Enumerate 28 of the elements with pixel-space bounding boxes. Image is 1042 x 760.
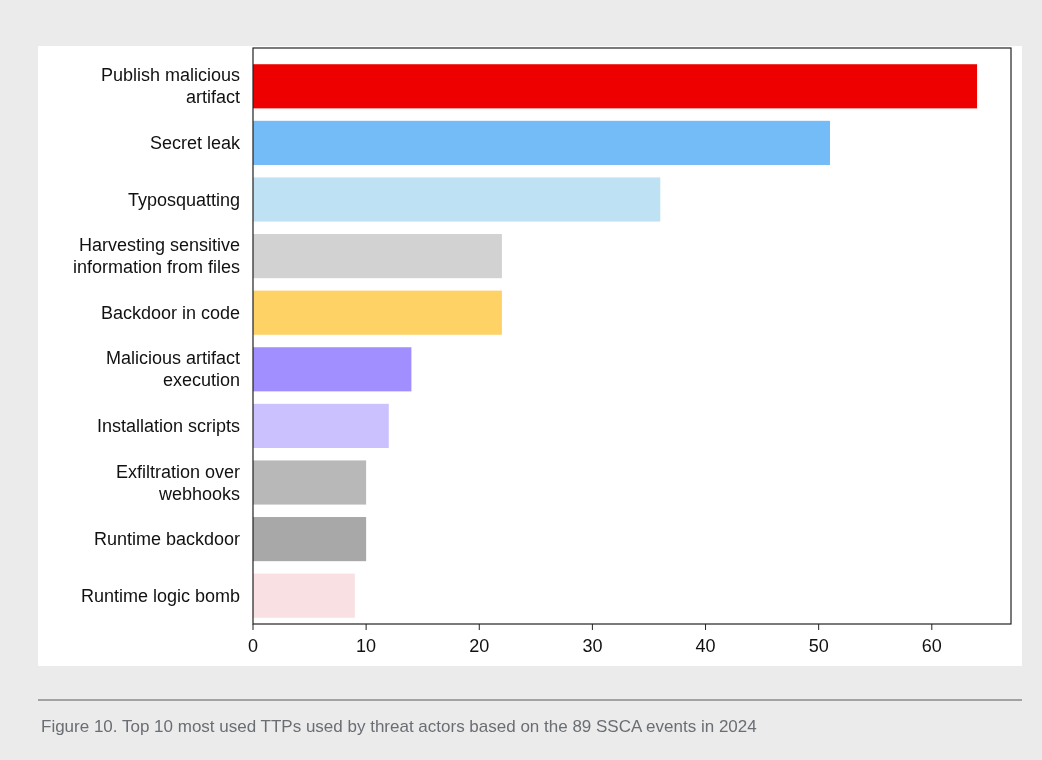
caption: Figure 10. Top 10 most used TTPs used by threat actors based on the 89 SSCA events in 2024 xyxy=(41,717,757,736)
bar xyxy=(253,460,367,505)
x-tick-label: 40 xyxy=(695,636,716,656)
y-tick-label: Typosquatting xyxy=(127,189,240,210)
y-tick-label: Secret leak xyxy=(149,132,241,153)
y-tick-label: Installation scripts xyxy=(96,415,240,436)
y-tick-label: Backdoor in code xyxy=(100,302,240,323)
bar xyxy=(253,517,367,562)
x-tick-label: 50 xyxy=(808,636,829,656)
bar xyxy=(253,573,355,618)
x-tick-label: 0 xyxy=(247,636,259,656)
bar xyxy=(253,177,661,222)
bar xyxy=(253,234,502,279)
bar xyxy=(253,403,389,448)
x-tick-label: 10 xyxy=(356,636,377,656)
bar xyxy=(253,290,502,335)
x-tick-label: 60 xyxy=(921,636,942,656)
y-tick-label: Publish malicious artifact xyxy=(100,65,240,108)
x-tick-label: 20 xyxy=(469,636,490,656)
bar xyxy=(253,64,978,109)
bar xyxy=(253,120,830,165)
y-tick-label: Harvesting sensitive information from files xyxy=(72,235,240,278)
y-tick-label: Malicious artifact execution xyxy=(105,348,240,391)
x-tick-label: 30 xyxy=(582,636,603,656)
y-tick-label: Exfiltration over webhooks xyxy=(115,461,240,504)
y-tick-label: Runtime backdoor xyxy=(93,529,240,550)
y-tick-label: Runtime logic bomb xyxy=(80,585,240,606)
bar xyxy=(253,347,412,392)
